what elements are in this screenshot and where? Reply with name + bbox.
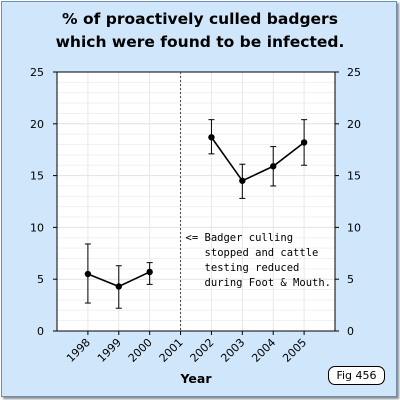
data-point xyxy=(208,134,215,141)
y-tick-label-right: 10 xyxy=(347,221,361,234)
y-tick-label-right: 20 xyxy=(347,118,361,131)
y-tick-label-right: 0 xyxy=(347,325,354,338)
x-tick-label: 2003 xyxy=(218,336,247,365)
y-tick-label-left: 20 xyxy=(30,118,44,131)
annotation-line: testing reduced xyxy=(205,262,300,274)
x-tick-label: 1999 xyxy=(95,336,124,365)
y-tick-label-right: 25 xyxy=(347,66,361,79)
figure-number-badge: Fig 456 xyxy=(328,366,385,385)
y-tick-label-left: 25 xyxy=(30,66,44,79)
y-tick-label-left: 5 xyxy=(37,273,44,286)
y-tick-label-left: 15 xyxy=(30,170,44,183)
data-point xyxy=(270,163,277,170)
plot-area xyxy=(57,72,335,331)
series-line-after xyxy=(210,136,305,182)
data-point xyxy=(300,139,308,146)
y-tick-label-right: 5 xyxy=(347,273,354,286)
data-point xyxy=(239,177,246,184)
x-tick-label: 2004 xyxy=(249,336,278,365)
x-tick-label: 2000 xyxy=(126,336,155,365)
x-tick-label: 2001 xyxy=(157,336,186,365)
annotation-line: stopped and cattle xyxy=(205,247,319,259)
x-tick-label: 2005 xyxy=(280,336,309,365)
annotation-line: <= Badger culling xyxy=(186,232,293,244)
y-tick-label-left: 0 xyxy=(37,325,44,338)
data-point xyxy=(115,283,122,290)
x-tick-label: 1998 xyxy=(64,336,93,365)
data-point xyxy=(146,268,153,276)
x-axis-label: Year xyxy=(180,371,213,386)
y-tick-label-left: 10 xyxy=(30,221,44,234)
annotation-line: during Foot & Mouth. xyxy=(205,277,331,289)
chart-title-line-1: % of proactively culled badgers xyxy=(62,10,338,28)
y-tick-label-right: 15 xyxy=(347,170,361,183)
plot-border xyxy=(56,71,336,332)
chart-title-line-2: which were found to be infected. xyxy=(55,33,345,51)
data-point xyxy=(84,270,92,278)
x-tick-label: 2002 xyxy=(188,336,217,365)
chart-title: % of proactively culled badgers which we… xyxy=(2,8,398,54)
